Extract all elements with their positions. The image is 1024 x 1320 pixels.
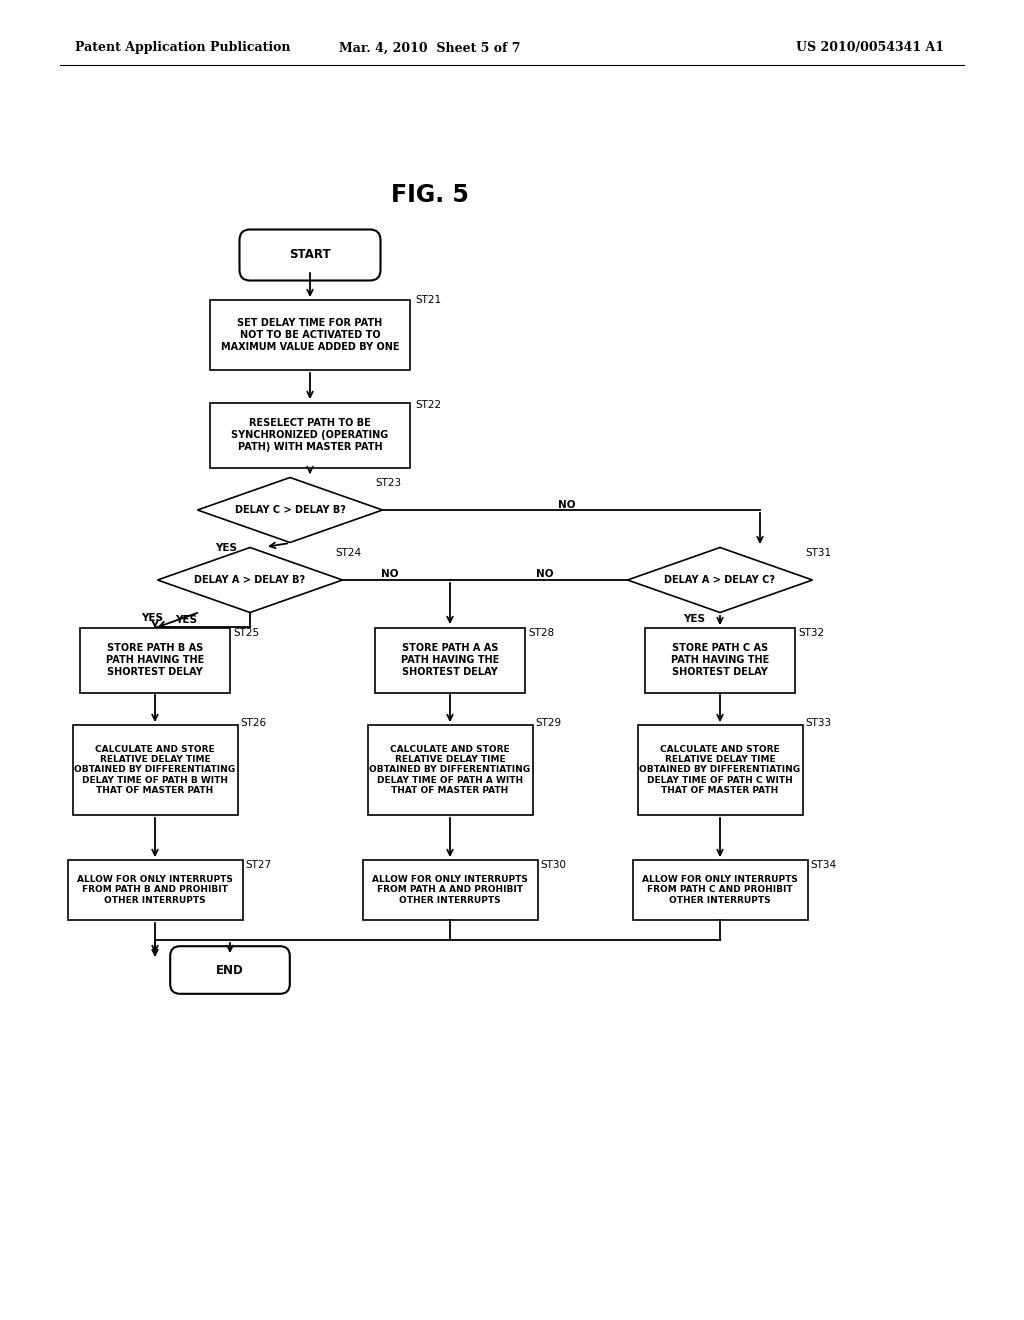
Text: STORE PATH B AS
PATH HAVING THE
SHORTEST DELAY: STORE PATH B AS PATH HAVING THE SHORTEST… (105, 643, 204, 677)
Text: US 2010/0054341 A1: US 2010/0054341 A1 (796, 41, 944, 54)
Text: ST21: ST21 (415, 294, 441, 305)
Text: NO: NO (381, 569, 398, 579)
Text: ALLOW FOR ONLY INTERRUPTS
FROM PATH A AND PROHIBIT
OTHER INTERRUPTS: ALLOW FOR ONLY INTERRUPTS FROM PATH A AN… (372, 875, 528, 906)
Text: NO: NO (558, 500, 575, 510)
Text: DELAY A > DELAY B?: DELAY A > DELAY B? (195, 576, 305, 585)
Polygon shape (198, 478, 383, 543)
Text: CALCULATE AND STORE
RELATIVE DELAY TIME
OBTAINED BY DIFFERENTIATING
DELAY TIME O: CALCULATE AND STORE RELATIVE DELAY TIME … (370, 744, 530, 795)
FancyBboxPatch shape (375, 627, 525, 693)
Text: DELAY C > DELAY B?: DELAY C > DELAY B? (234, 506, 345, 515)
Text: ST33: ST33 (805, 718, 831, 729)
FancyBboxPatch shape (645, 627, 795, 693)
Text: CALCULATE AND STORE
RELATIVE DELAY TIME
OBTAINED BY DIFFERENTIATING
DELAY TIME O: CALCULATE AND STORE RELATIVE DELAY TIME … (639, 744, 801, 795)
FancyBboxPatch shape (368, 725, 532, 814)
Text: ST23: ST23 (375, 478, 401, 488)
Text: SET DELAY TIME FOR PATH
NOT TO BE ACTIVATED TO
MAXIMUM VALUE ADDED BY ONE: SET DELAY TIME FOR PATH NOT TO BE ACTIVA… (221, 318, 399, 351)
Text: FIG. 5: FIG. 5 (391, 183, 469, 207)
Text: ALLOW FOR ONLY INTERRUPTS
FROM PATH C AND PROHIBIT
OTHER INTERRUPTS: ALLOW FOR ONLY INTERRUPTS FROM PATH C AN… (642, 875, 798, 906)
Text: YES: YES (215, 543, 237, 553)
FancyBboxPatch shape (73, 725, 238, 814)
Polygon shape (628, 548, 812, 612)
Text: ST34: ST34 (810, 861, 837, 870)
FancyBboxPatch shape (170, 946, 290, 994)
Text: ALLOW FOR ONLY INTERRUPTS
FROM PATH B AND PROHIBIT
OTHER INTERRUPTS: ALLOW FOR ONLY INTERRUPTS FROM PATH B AN… (77, 875, 232, 906)
Text: STORE PATH C AS
PATH HAVING THE
SHORTEST DELAY: STORE PATH C AS PATH HAVING THE SHORTEST… (671, 643, 769, 677)
FancyBboxPatch shape (240, 230, 381, 281)
Text: ST28: ST28 (528, 628, 554, 638)
Text: END: END (216, 964, 244, 977)
Text: ST25: ST25 (233, 628, 259, 638)
FancyBboxPatch shape (210, 300, 410, 370)
Text: YES: YES (141, 612, 163, 623)
FancyBboxPatch shape (633, 861, 808, 920)
Text: YES: YES (175, 615, 197, 624)
Text: YES: YES (683, 614, 705, 624)
Polygon shape (158, 548, 342, 612)
Text: ST31: ST31 (805, 548, 831, 558)
Text: ST24: ST24 (335, 548, 361, 558)
Text: ST22: ST22 (415, 400, 441, 411)
Text: ST27: ST27 (245, 861, 271, 870)
FancyBboxPatch shape (80, 627, 230, 693)
Text: ST30: ST30 (540, 861, 566, 870)
Text: DELAY A > DELAY C?: DELAY A > DELAY C? (665, 576, 775, 585)
Text: NO: NO (537, 569, 554, 579)
Text: STORE PATH A AS
PATH HAVING THE
SHORTEST DELAY: STORE PATH A AS PATH HAVING THE SHORTEST… (400, 643, 499, 677)
Text: Mar. 4, 2010  Sheet 5 of 7: Mar. 4, 2010 Sheet 5 of 7 (339, 41, 521, 54)
Text: START: START (289, 248, 331, 261)
FancyBboxPatch shape (638, 725, 803, 814)
FancyBboxPatch shape (210, 403, 410, 467)
FancyBboxPatch shape (68, 861, 243, 920)
Text: ST26: ST26 (240, 718, 266, 729)
Text: CALCULATE AND STORE
RELATIVE DELAY TIME
OBTAINED BY DIFFERENTIATING
DELAY TIME O: CALCULATE AND STORE RELATIVE DELAY TIME … (75, 744, 236, 795)
Text: ST29: ST29 (535, 718, 561, 729)
FancyBboxPatch shape (362, 861, 538, 920)
Text: Patent Application Publication: Patent Application Publication (75, 41, 291, 54)
Text: ST32: ST32 (798, 628, 824, 638)
Text: RESELECT PATH TO BE
SYNCHRONIZED (OPERATING
PATH) WITH MASTER PATH: RESELECT PATH TO BE SYNCHRONIZED (OPERAT… (231, 418, 389, 451)
